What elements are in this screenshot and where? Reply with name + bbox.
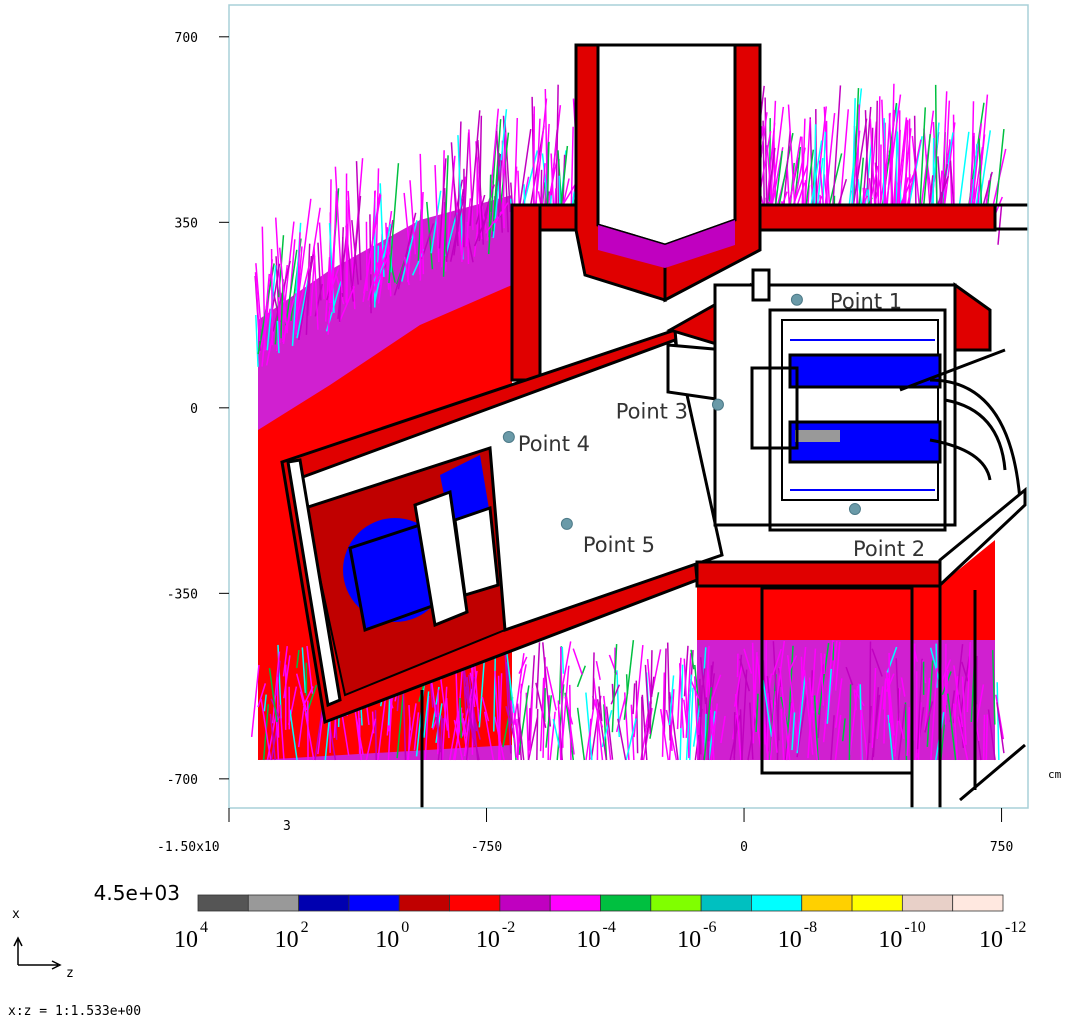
speckle <box>945 644 946 725</box>
point-label: Point 3 <box>616 400 688 424</box>
speckle <box>612 684 613 700</box>
speckle <box>272 249 273 345</box>
speckle <box>977 656 978 704</box>
speckle <box>801 657 802 687</box>
x-tick-exponent: 3 <box>283 819 291 834</box>
colorbar-cell <box>248 895 298 911</box>
speckle <box>550 712 555 760</box>
axis-icon-label: x <box>12 907 20 922</box>
point-label: Point 5 <box>583 533 655 557</box>
colorbar-label: 10 <box>375 927 399 953</box>
colorbar-exponent: -8 <box>804 919 817 936</box>
speckle <box>870 642 871 743</box>
speckle <box>997 682 999 760</box>
speckle <box>861 710 862 760</box>
detector-box <box>753 270 769 300</box>
colorbar-cell <box>500 895 550 911</box>
colorbar-cell <box>198 895 248 911</box>
colorbar-cell <box>399 895 449 911</box>
speckle <box>633 683 635 714</box>
speckle <box>905 702 906 760</box>
colorbar-cell <box>299 895 349 911</box>
speckle <box>995 129 1004 214</box>
detector-core <box>795 430 840 442</box>
colorbar-exponent: -6 <box>703 919 716 936</box>
speckle <box>537 709 538 760</box>
point-label: Point 4 <box>518 432 590 456</box>
wall <box>697 562 940 586</box>
speckle <box>570 685 571 760</box>
speckle <box>252 665 259 737</box>
y-tick-label: -700 <box>167 773 198 788</box>
colorbar-cell <box>701 895 751 911</box>
colorbar-exponent: -10 <box>904 919 925 936</box>
point-marker <box>791 294 802 305</box>
speckle <box>833 85 841 208</box>
colorbar-exponent: -12 <box>1005 919 1026 936</box>
speckle <box>573 649 582 675</box>
colorbar-cell <box>751 895 801 911</box>
colorbar-label: 10 <box>577 927 601 953</box>
colorbar-exponent: -2 <box>502 919 515 936</box>
point-label: Point 2 <box>853 537 925 561</box>
point-marker <box>561 518 572 529</box>
colorbar-label: 10 <box>275 927 299 953</box>
colorbar-max: 4.5e+03 <box>94 881 180 905</box>
colorbar-exponent: -4 <box>603 919 616 936</box>
colorbar-label: 10 <box>677 927 701 953</box>
x-tick-label: 0 <box>740 840 748 855</box>
colorbar-cell <box>450 895 500 911</box>
colorbar-cell <box>550 895 600 911</box>
plot: 7003500-350-700-1.50x103-7500750 cm x z … <box>0 0 1065 1021</box>
speckle <box>986 714 987 760</box>
point-marker <box>503 431 514 442</box>
colorbar-exponent: 0 <box>401 919 409 936</box>
speckle <box>678 658 681 729</box>
speckle <box>596 661 600 680</box>
colorbar-cell <box>852 895 902 911</box>
colorbar-cell <box>349 895 399 911</box>
x-tick-label: -1.50x10 <box>157 840 220 855</box>
colorbar-cell <box>651 895 701 911</box>
colorbar-label: 10 <box>778 927 802 953</box>
speckle <box>650 650 652 734</box>
y-tick-label: 0 <box>190 402 198 417</box>
colorbar-cell <box>953 895 1003 911</box>
speckle <box>562 647 563 674</box>
speckle <box>578 708 585 760</box>
colorbar-label: 10 <box>174 927 198 953</box>
hopper <box>598 45 735 245</box>
speckle <box>375 710 376 760</box>
unit: cm <box>1048 768 1062 781</box>
speckle <box>998 204 1002 245</box>
x-tick-label: 750 <box>990 840 1013 855</box>
y-tick-label: 700 <box>175 31 198 46</box>
colorbar-exponent: 4 <box>200 919 208 936</box>
y-tick-label: -350 <box>167 587 198 602</box>
colorbar-cell <box>902 895 952 911</box>
point-marker <box>712 399 723 410</box>
point-marker <box>849 504 860 515</box>
colorbar-cell <box>601 895 651 911</box>
speckle <box>618 719 626 760</box>
point-label: Point 1 <box>830 290 902 314</box>
speckle <box>663 672 665 756</box>
x-tick-label: -750 <box>471 840 502 855</box>
speckle <box>577 666 585 687</box>
y-tick-label: 350 <box>175 216 198 231</box>
colorbar-label: 10 <box>476 927 500 953</box>
axis-icon-label: z <box>66 966 74 981</box>
aspect-label: x:z = 1:1.533e+00 <box>8 1004 141 1019</box>
wall <box>512 205 540 380</box>
colorbar-exponent: 2 <box>301 919 309 936</box>
colorbar-cell <box>802 895 852 911</box>
colorbar-label: 10 <box>979 927 1003 953</box>
colorbar-label: 10 <box>878 927 902 953</box>
axis-icon <box>14 938 60 969</box>
speckle <box>984 715 985 760</box>
speckle <box>824 654 825 674</box>
